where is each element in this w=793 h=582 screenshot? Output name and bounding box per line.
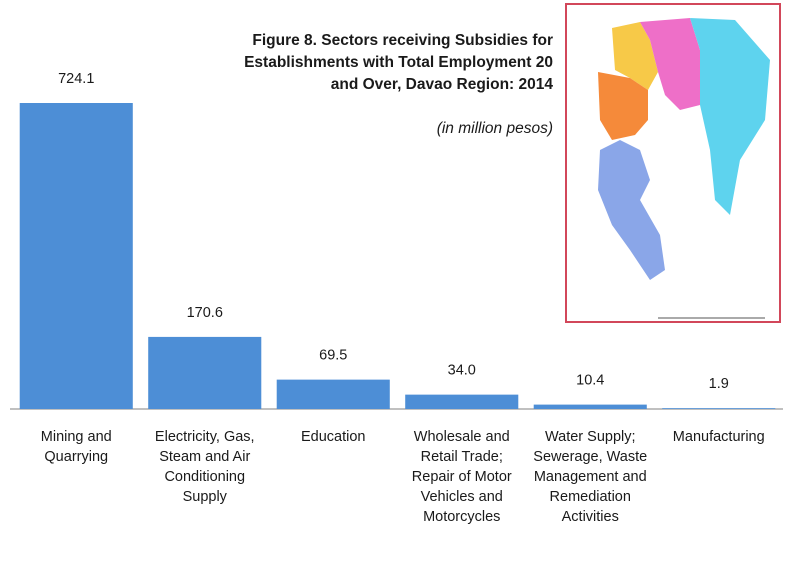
map-region: [640, 18, 700, 110]
bar: [662, 408, 776, 409]
value-label: 69.5: [319, 348, 347, 364]
map-region: [598, 140, 665, 280]
value-label: 34.0: [448, 363, 476, 379]
value-label: 1.9: [709, 376, 729, 392]
value-label: 724.1: [58, 71, 94, 87]
x-tick-label: Wholesale and Retail Trade; Repair of Mo…: [411, 429, 512, 525]
map-region: [612, 22, 658, 90]
chart-title: Figure 8. Sectors receiving Subsidies fo…: [244, 32, 553, 93]
bar: [19, 103, 133, 409]
x-tick-label: Mining and Quarrying: [40, 429, 112, 465]
map-inset: [565, 3, 781, 323]
x-tick-label: Education: [301, 429, 366, 445]
x-tick-label: Electricity, Gas, Steam and Air Conditio…: [154, 429, 255, 505]
bar: [276, 379, 390, 409]
bar: [148, 336, 262, 409]
map-region: [690, 18, 770, 215]
map-region: [598, 72, 648, 140]
x-tick-label: Water Supply; Sewerage, Waste Management…: [533, 429, 648, 525]
value-label: 170.6: [187, 305, 223, 321]
value-label: 10.4: [576, 373, 604, 389]
bar: [533, 404, 647, 409]
x-tick-label: Manufacturing: [672, 429, 765, 445]
chart-subtitle: (in million pesos): [436, 120, 553, 137]
bar: [405, 394, 519, 409]
